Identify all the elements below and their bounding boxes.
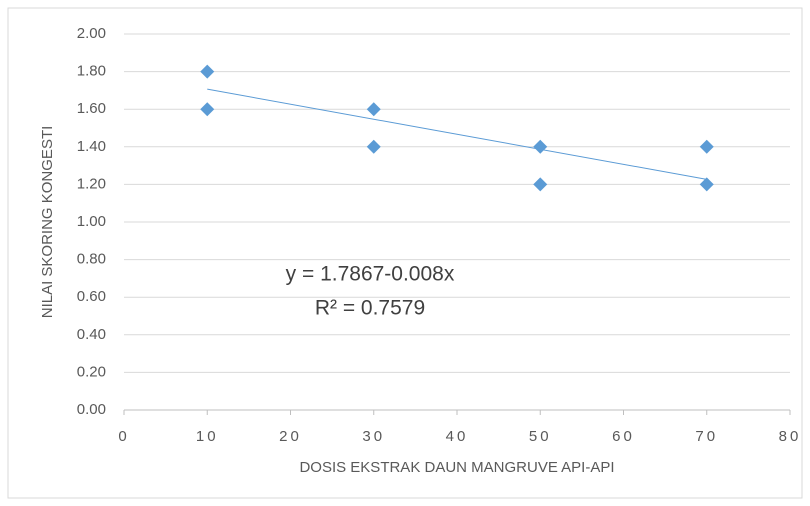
y-tick-label: 1.00 — [77, 213, 106, 230]
x-tick-label: 20 — [279, 428, 302, 445]
y-tick-label: 0.00 — [77, 401, 106, 418]
point — [699, 139, 714, 154]
y-tick-label: 1.80 — [77, 63, 106, 80]
x-tick-label: 40 — [446, 428, 469, 445]
y-tick-label: 1.60 — [77, 100, 106, 117]
annotation: y = 1.7867-0.008x — [286, 263, 455, 286]
x-tick-label: 10 — [196, 428, 219, 445]
point — [200, 102, 215, 117]
point — [200, 64, 215, 79]
x-axis-title: DOSIS EKSTRAK DAUN MANGRUVE API-API — [299, 459, 614, 476]
y-tick-label: 2.00 — [77, 25, 106, 42]
y-tick-label: 0.40 — [77, 326, 106, 343]
y-tick-label: 1.20 — [77, 175, 106, 192]
point — [533, 177, 548, 192]
y-tick-label: 0.20 — [77, 363, 106, 380]
trendline — [207, 88, 707, 180]
chart-border — [7, 7, 803, 499]
point — [699, 177, 714, 192]
x-tick-label: 60 — [612, 428, 635, 445]
x-tick-label: 30 — [362, 428, 385, 445]
x-tick-label: 70 — [695, 428, 718, 445]
y-axis-title: NILAI SKORING KONGESTI — [39, 126, 56, 319]
y-tick-label: 0.80 — [77, 251, 106, 268]
x-tick-label: 50 — [529, 428, 552, 445]
point — [366, 139, 381, 154]
x-tick-label: 0 — [118, 428, 129, 445]
y-tick-label: 0.60 — [77, 288, 106, 305]
y-tick-label: 1.40 — [77, 138, 106, 155]
x-tick-label: 80 — [779, 428, 802, 445]
annotation: R² = 0.7579 — [315, 297, 425, 320]
point — [366, 102, 381, 117]
point — [533, 139, 548, 154]
